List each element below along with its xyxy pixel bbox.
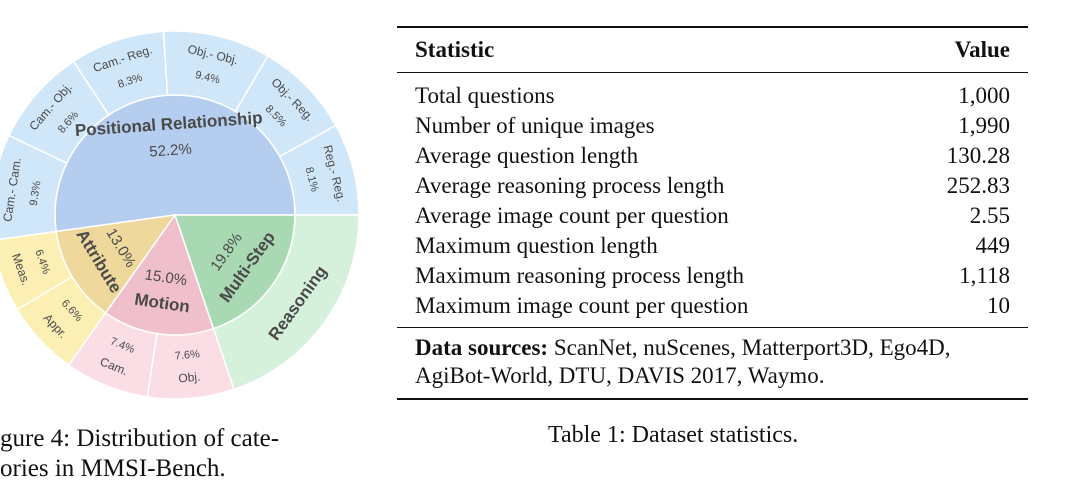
table-row: Maximum question length 449 bbox=[397, 231, 1028, 261]
sources-label: Data sources: bbox=[415, 335, 549, 360]
table-cell: Total questions bbox=[415, 83, 555, 108]
sub-value: 7.6% bbox=[174, 348, 200, 362]
sub-value: 9.3% bbox=[28, 180, 44, 207]
top-rule bbox=[397, 26, 1028, 28]
sources-text: ScanNet, nuScenes, Matterport3D, Ego4D, … bbox=[415, 335, 951, 388]
segment-value: 15.0% bbox=[144, 266, 189, 289]
table-row: Average image count per question 2.55 bbox=[397, 201, 1028, 231]
outer-segment bbox=[0, 134, 68, 241]
table-cell: 1,990 bbox=[958, 113, 1010, 138]
table-row: Total questions 1,000 bbox=[397, 81, 1028, 111]
header-cell: Statistic bbox=[415, 37, 495, 62]
table-cell: Average reasoning process length bbox=[415, 173, 725, 198]
header-cell: Value bbox=[954, 37, 1010, 62]
table-cell: 2.55 bbox=[969, 203, 1010, 228]
table-cell: Maximum question length bbox=[415, 233, 658, 258]
outer-segment bbox=[212, 214, 360, 391]
table-row: Maximum reasoning process length 1,118 bbox=[397, 261, 1028, 291]
table-cell: Average question length bbox=[415, 143, 639, 168]
table-cell: Maximum reasoning process length bbox=[415, 263, 744, 288]
table-cell: 10 bbox=[987, 293, 1010, 318]
table-body: Total questions 1,000 Number of unique ima… bbox=[397, 73, 1028, 327]
table-cell: Maximum image count per question bbox=[415, 293, 749, 318]
table-cell: 1,118 bbox=[959, 263, 1010, 288]
sources: Data sources: ScanNet, nuScenes, Matterp… bbox=[397, 328, 1028, 398]
table-cell: Number of unique images bbox=[415, 113, 655, 138]
segment-value: 52.2% bbox=[149, 141, 193, 161]
bottom-rule bbox=[397, 398, 1028, 400]
table-cell: 130.28 bbox=[946, 143, 1010, 168]
table-row: Number of unique images 1,990 bbox=[397, 111, 1028, 141]
table-row: Maximum image count per question 10 bbox=[397, 291, 1028, 321]
header-row: Statistic Value bbox=[397, 28, 1028, 72]
sub-label: Obj. bbox=[178, 370, 201, 386]
table-cell: 252.83 bbox=[946, 173, 1010, 198]
table-cell: Average image count per question bbox=[415, 203, 729, 228]
table-row: Average question length 130.28 bbox=[397, 141, 1028, 171]
table-cell: 1,000 bbox=[958, 83, 1010, 108]
mid-rule bbox=[397, 72, 1028, 73]
table-row: Average reasoning process length 252.83 bbox=[397, 171, 1028, 201]
mid-rule bbox=[397, 327, 1028, 328]
figure-caption-line: gure 4: Distribution of cate- bbox=[0, 425, 280, 452]
table-caption: Table 1: Dataset statistics. bbox=[548, 422, 799, 448]
stats-table: Statistic Value Total questions 1,000 Numb… bbox=[397, 26, 1028, 400]
figure-caption-line: ories in MMSI-Bench. bbox=[0, 455, 226, 482]
sub-value: 9.4% bbox=[194, 69, 221, 87]
table-cell: 449 bbox=[975, 233, 1011, 258]
